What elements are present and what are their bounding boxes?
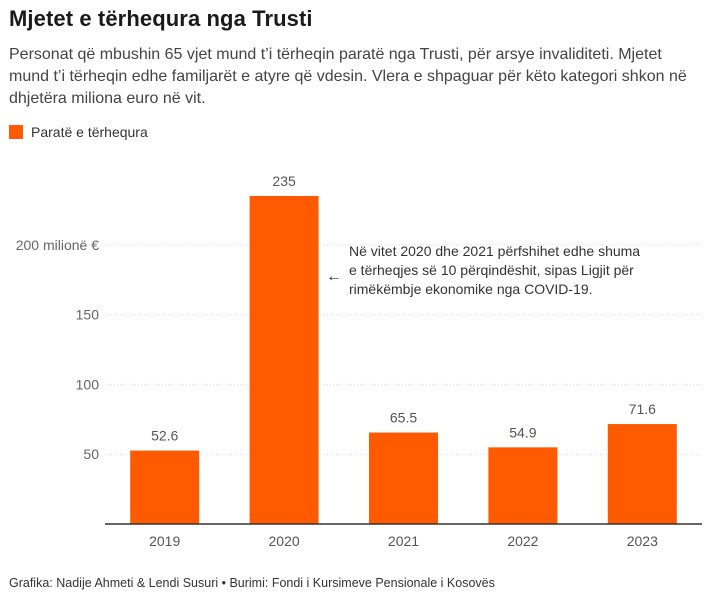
legend-label: Paratë e tërhequra — [31, 124, 148, 140]
y-tick-label: 150 — [76, 307, 100, 323]
x-tick-label: 2020 — [269, 533, 300, 549]
legend: Paratë e tërhequra — [9, 124, 148, 140]
data-label: 65.5 — [390, 410, 417, 426]
data-label: 52.6 — [151, 428, 178, 444]
x-tick-label: 2021 — [388, 533, 419, 549]
bar — [130, 450, 200, 524]
annotation-arrow-icon: ← — [326, 268, 342, 285]
chart-title: Mjetet e tërhequra nga Trusti — [9, 6, 313, 31]
x-tick-label: 2019 — [149, 533, 180, 549]
chart-subtitle: Personat që mbushin 65 vjet mund t’i tër… — [9, 46, 687, 107]
y-tick-label: 100 — [76, 376, 100, 392]
bar — [488, 447, 558, 524]
bar — [249, 195, 319, 524]
data-label: 235 — [272, 173, 296, 189]
y-tick-label: 50 — [83, 446, 99, 462]
data-label: 54.9 — [509, 424, 536, 440]
legend-swatch — [9, 125, 23, 139]
x-tick-label: 2023 — [627, 533, 658, 549]
bar — [369, 432, 438, 524]
bar — [607, 424, 677, 524]
bar-chart: 50 100 150 200 milionë € 52.6 2019 235 2020 65.5… — [16, 173, 702, 549]
x-tick-label: 2022 — [507, 533, 538, 549]
data-label: 71.6 — [629, 401, 656, 417]
annotation-note: Në vitet 2020 dhe 2021 përfshihet edhe s… — [349, 243, 641, 297]
source-credit: Grafika: Nadije Ahmeti & Lendi Susuri • … — [9, 576, 495, 590]
y-tick-label: 200 milionë € — [16, 237, 99, 253]
